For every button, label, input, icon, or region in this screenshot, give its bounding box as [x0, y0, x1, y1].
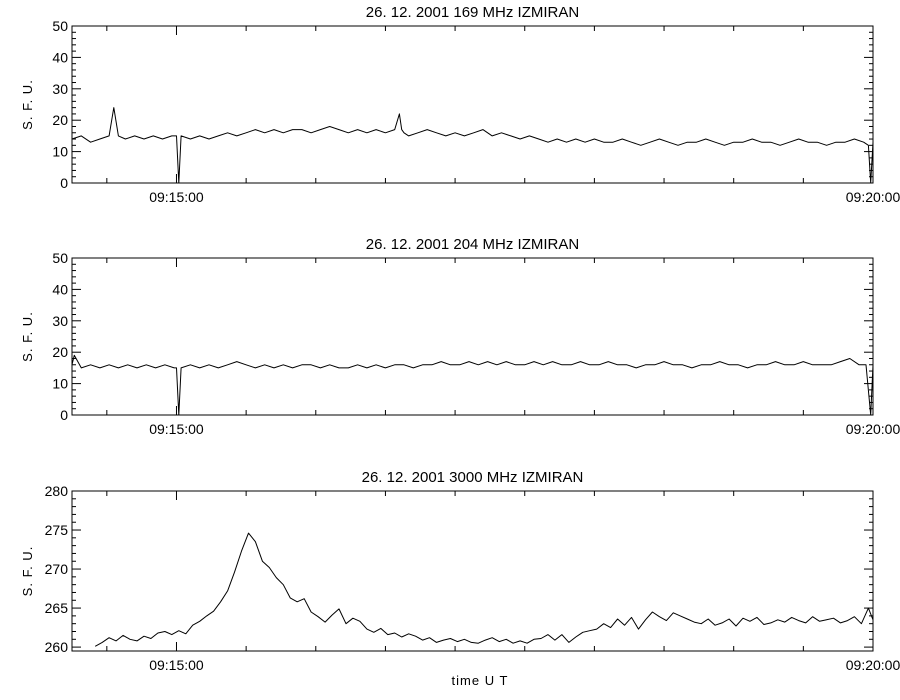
y-tick-label: 265	[45, 600, 69, 616]
series-line	[71, 107, 874, 184]
y-tick-label: 30	[52, 81, 68, 97]
y-tick-label: 20	[52, 112, 68, 128]
plot-frame	[71, 490, 874, 652]
x-tick-label: 09:15:00	[149, 421, 204, 437]
y-tick-label: 275	[45, 522, 69, 538]
y-tick-label: 40	[52, 281, 68, 297]
series-line	[94, 532, 874, 647]
chart-panel-3: 26. 12. 2001 3000 MHz IZMIRAN 260 265 270 27…	[20, 469, 900, 688]
y-tick-label: 10	[52, 144, 68, 160]
chart-title: 26. 12. 2001 3000 MHz IZMIRAN	[362, 469, 584, 486]
x-tick-label: 09:20:00	[846, 189, 900, 205]
y-tick-label: 10	[52, 376, 68, 392]
plot-frame	[71, 25, 874, 184]
x-tick-label: 09:20:00	[846, 657, 900, 673]
y-tick-label: 260	[45, 639, 69, 655]
x-tick-label: 09:15:00	[149, 189, 204, 205]
y-tick-label: 0	[60, 407, 68, 423]
y-tick-label: 280	[45, 483, 69, 499]
y-tick-label: 270	[45, 561, 69, 577]
x-tick-label: 09:15:00	[149, 657, 204, 673]
y-tick-label: 20	[52, 344, 68, 360]
series-line	[71, 354, 874, 416]
y-tick-label: 50	[52, 18, 68, 34]
chart-title: 26. 12. 2001 204 MHz IZMIRAN	[366, 236, 579, 253]
y-tick-label: 40	[52, 49, 68, 65]
y-tick-label: 0	[60, 175, 68, 191]
y-tick-label: 30	[52, 313, 68, 329]
y-axis-label: S. F. U.	[20, 546, 35, 597]
x-axis-label: time U T	[452, 673, 509, 688]
x-tick-label: 09:20:00	[846, 421, 900, 437]
plot-frame	[71, 257, 874, 416]
chart-panel-2: 26. 12. 2001 204 MHz IZMIRAN 0 10 20 30 40 50 0…	[20, 236, 900, 437]
y-axis-label: S. F. U.	[20, 311, 35, 362]
chart-panel-1: 26. 12. 2001 169 MHz IZMIRAN 0 10 20 30 40 50 0…	[20, 4, 900, 205]
y-axis-label: S. F. U.	[20, 79, 35, 130]
chart-title: 26. 12. 2001 169 MHz IZMIRAN	[366, 4, 579, 21]
y-tick-label: 50	[52, 250, 68, 266]
